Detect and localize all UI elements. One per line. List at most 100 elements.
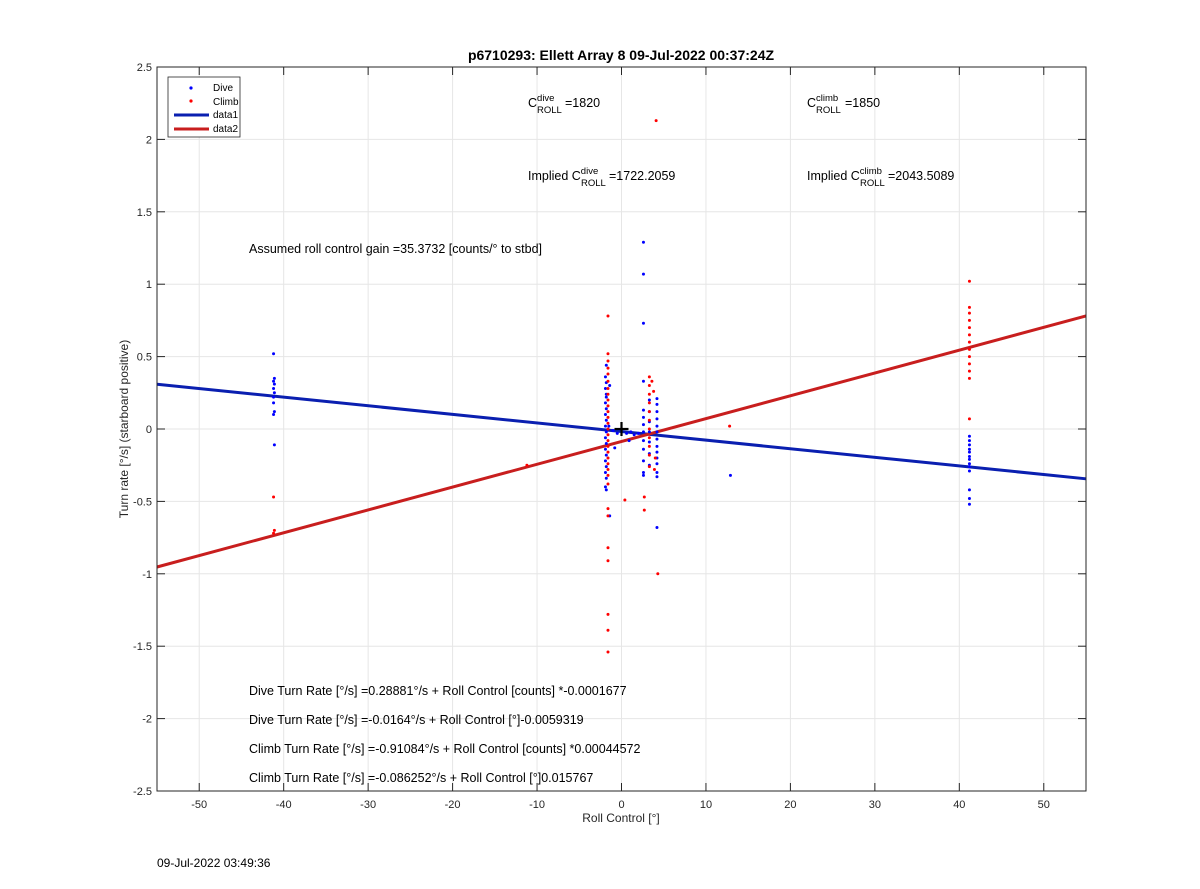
climb-point <box>652 468 656 472</box>
climb-point <box>647 444 651 448</box>
climb-point <box>967 340 971 344</box>
dive-point <box>967 434 971 438</box>
dive-point <box>967 443 971 447</box>
climb-point <box>652 389 656 393</box>
climb-degrees-equation: Climb Turn Rate [°/s] =-0.086252°/s + Ro… <box>249 771 593 785</box>
climb-point <box>606 410 610 414</box>
dive-degrees-equation: Dive Turn Rate [°/s] =-0.0164°/s + Roll … <box>249 713 584 727</box>
dive-point <box>603 447 607 451</box>
dive-point <box>603 424 607 428</box>
climb-point <box>272 531 276 535</box>
x-tick-label: -10 <box>529 799 545 811</box>
climb-point <box>606 650 610 654</box>
climb-point <box>647 375 651 379</box>
dive-point <box>641 408 645 412</box>
legend-climb-label: Climb <box>213 97 239 108</box>
dive-point <box>641 240 645 244</box>
climb-point <box>647 401 651 405</box>
climb-point <box>606 456 610 460</box>
dive-point <box>728 473 732 477</box>
y-tick-label: -2 <box>142 714 152 726</box>
climb-point <box>606 352 610 356</box>
climb-point <box>656 572 660 576</box>
fit-line-data2 <box>156 314 1087 569</box>
climb-point <box>654 119 658 123</box>
dive-point <box>603 401 607 405</box>
climb-point <box>647 410 651 414</box>
dive-point <box>641 415 645 419</box>
c-climb-sup: climb <box>816 93 838 104</box>
dive-point <box>655 430 659 434</box>
climb-point <box>642 495 646 499</box>
implied-climb-sub: ROLL <box>860 178 885 189</box>
dive-point <box>641 447 645 451</box>
c-dive-value: =1820 <box>565 96 600 110</box>
dive-point <box>604 395 608 399</box>
climb-counts-equation: Climb Turn Rate [°/s] =-0.91084°/s + Rol… <box>249 742 641 756</box>
implied-climb-value: =2043.5089 <box>888 169 954 183</box>
y-tick-label: 1.5 <box>137 207 152 219</box>
x-tick-label: -30 <box>360 799 376 811</box>
dive-point <box>611 428 615 432</box>
dive-point <box>272 376 276 380</box>
climb-point <box>525 463 529 467</box>
dive-point <box>647 398 651 402</box>
climb-point <box>647 384 651 388</box>
climb-point <box>606 514 610 518</box>
axis-ticks: -50 -40 -30 -20 -10 0 10 20 30 40 50-2.5-2-1.5-1-0… <box>133 62 1086 811</box>
climb-point <box>728 424 732 428</box>
dive-point <box>641 272 645 276</box>
legend-dive-label: Dive <box>213 83 233 94</box>
climb-point <box>650 379 654 383</box>
dive-point <box>655 410 659 414</box>
climb-point <box>967 369 971 373</box>
dive-point <box>655 417 659 421</box>
x-tick-label: 20 <box>784 799 796 811</box>
legend-box <box>167 76 241 138</box>
dive-point <box>967 457 971 461</box>
c-climb-value: =1850 <box>845 96 880 110</box>
climb-point <box>967 311 971 315</box>
dive-point <box>641 459 645 463</box>
climb-point <box>623 498 627 502</box>
dive-point <box>272 391 276 395</box>
dive-point <box>641 470 645 474</box>
climb-point <box>606 359 610 363</box>
dive-point <box>613 446 617 450</box>
c-climb-annotation: Cclimb ROLL =1850 <box>807 93 880 116</box>
dive-point <box>604 407 608 411</box>
dive-point <box>615 431 619 435</box>
climb-point <box>642 508 646 512</box>
climb-point <box>606 379 610 383</box>
x-tick-label: -40 <box>276 799 292 811</box>
dive-point <box>655 402 659 406</box>
y-tick-label: -1.5 <box>133 641 152 653</box>
climb-point <box>967 417 971 421</box>
implied-dive-sub: ROLL <box>581 178 606 189</box>
y-tick-label: 0.5 <box>137 352 152 364</box>
dive-point <box>655 525 659 529</box>
dive-point <box>655 397 659 401</box>
dive-point <box>967 488 971 492</box>
climb-point <box>606 439 610 443</box>
climb-point <box>606 482 610 486</box>
climb-point <box>606 404 610 408</box>
dive-point <box>272 413 276 417</box>
x-tick-label: 10 <box>700 799 712 811</box>
climb-point <box>606 386 610 390</box>
dive-point <box>655 470 659 474</box>
climb-point <box>606 473 610 477</box>
climb-point <box>647 453 651 457</box>
climb-point <box>606 427 610 431</box>
climb-point <box>272 495 276 499</box>
climb-point <box>606 372 610 376</box>
implied-climb-sup: climb <box>860 166 882 177</box>
dive-point <box>604 465 608 469</box>
dive-point <box>967 447 971 451</box>
dive-point <box>967 439 971 443</box>
dive-point <box>655 450 659 454</box>
legend: Dive Climb data1 data2 <box>167 76 241 138</box>
dive-point <box>967 497 971 501</box>
dive-point <box>603 386 607 390</box>
